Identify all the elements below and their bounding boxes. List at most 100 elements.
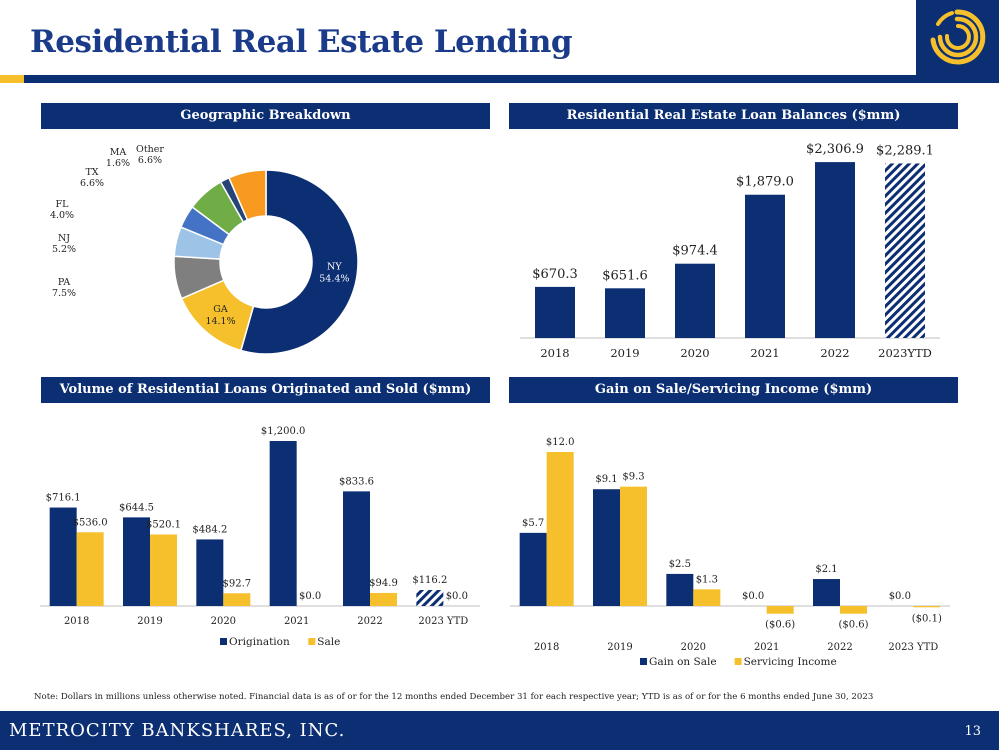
series-bar-sale [370,592,397,606]
volume-panel-header: Volume of Residential Loans Originated a… [41,377,490,403]
gain-servicing-income-bar-chart: $5.7 $12.0 2018 $9.1 $9.3 2019 $2.5 $1.3 2020 $0.… [510,437,950,668]
x-tick-label: 2023 YTD [418,616,468,627]
header-rule [24,75,999,83]
bar-value-label: ($0.1) [912,613,942,624]
series-bar-gain-on-sale [519,532,547,606]
x-tick-label: 2020 [681,642,706,653]
bar-value-label: $12.0 [546,437,575,448]
slice-label: FL [56,199,70,210]
series-bar-gain-on-sale [666,573,694,606]
bar-value-label: $2,289.1 [876,143,934,158]
series-bar-origination [49,507,77,606]
legend-swatch [640,658,647,665]
x-tick-label: 2020 [680,346,709,360]
x-tick-label: 2023 YTD [888,642,938,653]
series-bar-origination [416,590,444,606]
bar-value-label: $644.5 [119,502,154,513]
balance-bar [605,288,645,338]
x-tick-label: 2021 [750,346,779,360]
bar-value-label: $2.1 [815,564,837,575]
bar-value-label: $116.2 [412,575,447,586]
footnote: Note: Dollars in millions unless otherwi… [34,692,874,702]
series-bar-gain-on-sale [813,579,840,606]
bar-value-label: $92.7 [223,578,252,589]
bar-value-label: $0.0 [299,591,321,602]
bar-value-label: $9.3 [622,472,644,483]
bar-value-label: $94.9 [369,578,398,589]
slice-label: Other [136,144,164,155]
series-bar-origination [123,517,150,606]
donut-slice-ny [239,169,359,355]
company-logo [916,0,999,75]
slice-percent: 6.6% [80,178,104,189]
balances-panel-header: Residential Real Estate Loan Balances ($… [509,103,958,129]
x-tick-label: 2019 [607,642,632,653]
bar-value-label: $974.4 [672,244,718,259]
swirl-logo-icon [930,9,986,65]
page-title: Residential Real Estate Lending [30,24,573,60]
volume-originated-sold-bar-chart: $716.1 $536.0 2018 $644.5 $520.1 2019 $484.2 $9… [40,426,480,648]
balance-bar [815,162,855,338]
bar-value-label: $484.2 [192,524,227,535]
x-tick-label: 2019 [610,346,639,360]
slice-percent: 4.0% [50,210,74,221]
legend-label: Sale [317,636,340,648]
series-bar-servicing-income [546,452,574,606]
slice-percent: 14.1% [205,316,235,327]
slice-percent: 7.5% [52,288,76,299]
x-tick-label: 2018 [540,346,569,360]
bar-value-label: $1.3 [696,574,718,585]
gain-panel-header: Gain on Sale/Servicing Income ($mm) [509,377,958,403]
slice-percent: 54.4% [319,274,349,285]
series-bar-servicing-income [913,606,941,608]
x-tick-label: 2019 [137,616,162,627]
series-bar-servicing-income [840,606,867,614]
bar-value-label: $2.5 [669,559,691,570]
series-bar-sale [76,532,104,606]
bar-value-label: $9.1 [595,474,617,485]
page-number: 13 [964,724,981,739]
x-tick-label: 2023YTD [878,346,932,360]
slice-label: MA [110,147,127,158]
bar-value-label: $670.3 [532,267,578,282]
bar-value-label: $0.0 [446,591,468,602]
balance-bar [885,163,925,338]
legend-swatch [734,658,742,665]
slice-percent: 6.6% [138,155,162,166]
bar-value-label: $833.6 [339,476,374,487]
footer-bar: METROCITY BANKSHARES, INC. 13 [0,711,999,750]
x-tick-label: 2021 [754,642,779,653]
header-rule-accent [0,75,24,83]
series-bar-sale [223,593,251,606]
bar-value-label: $536.0 [73,517,108,528]
slice-label: NY [327,262,342,273]
slice-label: GA [213,304,228,315]
slice-label: PA [58,277,71,288]
series-bar-origination [343,491,370,606]
balance-bar [675,263,715,338]
x-tick-label: 2020 [211,616,236,627]
donut-slice-other [227,169,267,221]
slice-label: TX [85,167,98,178]
series-bar-servicing-income [620,486,647,606]
legend-label: Origination [229,636,290,648]
bar-value-label: $716.1 [46,493,81,504]
series-bar-sale [150,534,177,606]
series-bar-gain-on-sale [593,489,620,606]
bar-value-label: $520.1 [146,519,181,530]
slice-percent: 1.6% [106,158,130,169]
x-tick-label: 2022 [820,346,849,360]
slice-percent: 5.2% [52,244,76,255]
bar-value-label: $0.0 [889,591,911,602]
legend-swatch [220,638,227,645]
company-name: METROCITY BANKSHARES, INC. [9,720,346,741]
bar-value-label: $651.6 [602,268,648,283]
bar-value-label: $2,306.9 [806,142,864,157]
x-tick-label: 2022 [827,642,852,653]
x-tick-label: 2022 [357,616,382,627]
balance-bar [745,194,785,338]
bar-value-label: $1,879.0 [736,175,794,190]
x-tick-label: 2018 [534,642,559,653]
bar-value-label: $0.0 [742,591,764,602]
series-bar-origination [196,539,224,606]
